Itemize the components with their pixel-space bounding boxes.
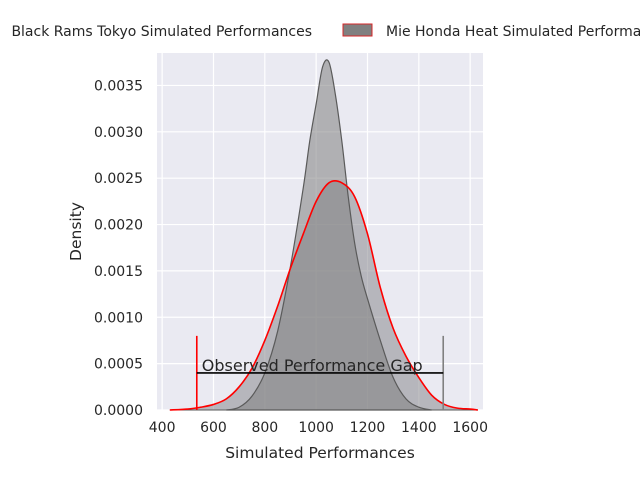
x-tick-label: 800 [251,420,278,436]
legend-label-mie-honda: Mie Honda Heat Simulated Performances [386,24,640,40]
y-tick-label: 0.0005 [94,357,143,373]
y-tick-label: 0.0030 [94,125,143,141]
y-tick-label: 0.0000 [94,403,143,419]
x-tick-label: 1200 [350,420,386,436]
legend-label-black-rams: Black Rams Tokyo Simulated Performances [11,24,312,40]
x-tick-label: 1000 [298,420,334,436]
y-tick-label: 0.0010 [94,310,143,326]
y-tick-label: 0.0015 [94,264,143,280]
x-tick-label: 1600 [452,420,488,436]
annotation-layer: Observed Performance Gap [195,335,445,410]
series-layer [169,59,478,411]
annotation-label: Observed Performance Gap [202,356,423,375]
y-axis-label: Density [67,202,85,261]
y-tick-label: 0.0025 [94,171,143,187]
legend-swatch-mie-honda [342,23,373,37]
series-line-black-rams [169,179,478,411]
x-tick-label: 600 [200,420,227,436]
y-tick-label: 0.0020 [94,218,143,234]
x-axis-ticks: 400 600 800 1000 1200 1400 1600 [149,420,488,436]
x-axis-label: Simulated Performances [225,444,415,462]
y-axis-ticks: 0.0000 0.0005 0.0010 0.0015 0.0020 0.0025 0.00… [94,78,143,419]
x-tick-label: 400 [149,420,176,436]
y-tick-label: 0.0035 [94,78,143,94]
legend: Black Rams Tokyo Simulated Performances … [11,23,640,40]
series-area-mie-honda [226,59,432,411]
x-tick-label: 1400 [401,420,437,436]
